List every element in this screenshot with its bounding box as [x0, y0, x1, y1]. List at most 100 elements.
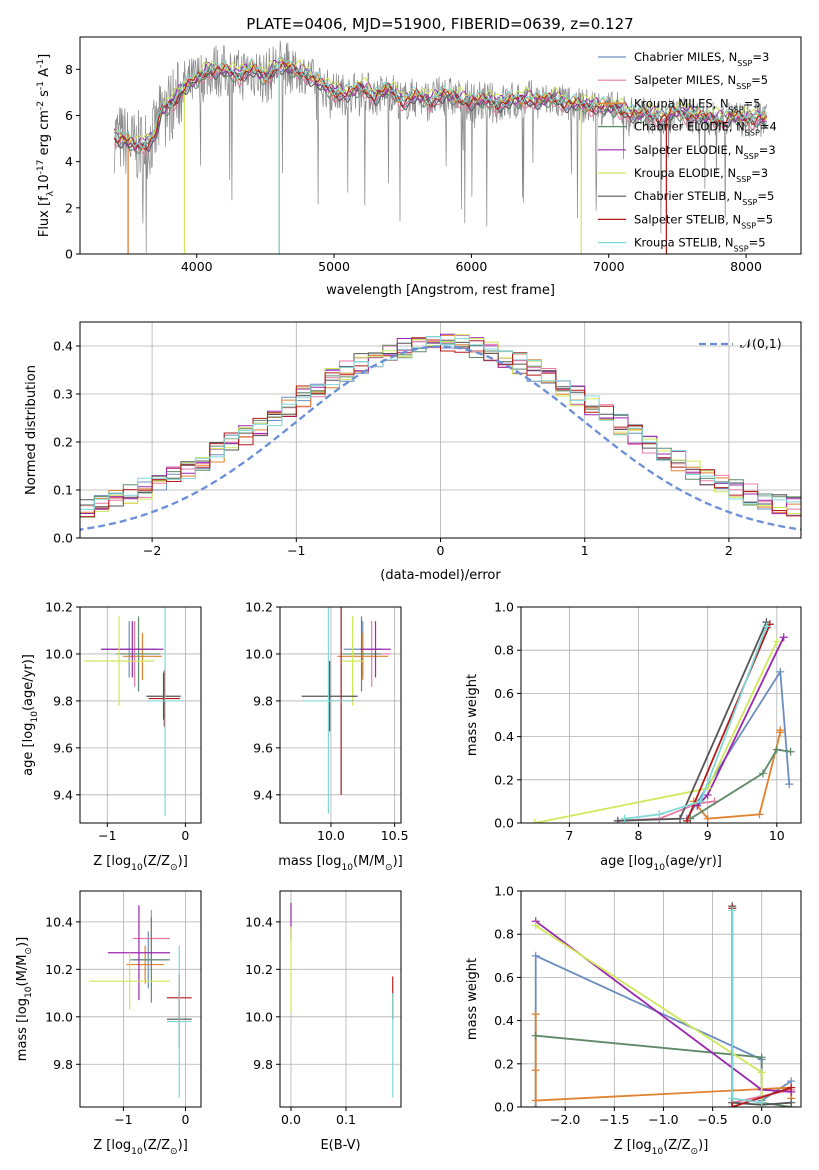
- x-tick-label: 0.0: [752, 1112, 772, 1127]
- x-tick-label: 0.0: [281, 1112, 301, 1127]
- weight-marker: [785, 780, 794, 789]
- axes-mass-age: 10.0 10.5 9.4 9.6 9.8 10.0 10.2 mass [log10(M/M…: [245, 600, 409, 874]
- y-tick-label: 0.0: [494, 1100, 514, 1115]
- plot-area: [89, 905, 192, 1098]
- errorbar-krou_stelib: [166, 945, 192, 1098]
- x-tick-label: 0.1: [336, 1112, 356, 1127]
- y-tick-label: 0.6: [494, 686, 514, 701]
- x-tick-label: 10.0: [317, 828, 345, 843]
- spectrum-legend: Chabrier MILES, NSSP=3 Salpeter MILES, NS…: [598, 50, 777, 253]
- y-tick-label: 0: [65, 247, 73, 262]
- axes-frame: [279, 606, 402, 824]
- x-tick-label: 0: [182, 1112, 190, 1127]
- y-tick-label: 1.0: [494, 884, 514, 899]
- y-tick-label: 10.0: [245, 646, 273, 661]
- axes-frame: [79, 36, 802, 255]
- model-spectrum-krou_stelib: [113, 55, 768, 149]
- legend-entry: Salpeter MILES, NSSP=5: [634, 73, 768, 91]
- x-tick-label: 10.5: [381, 828, 409, 843]
- x-tick-label: −1: [287, 543, 305, 558]
- weight-line-krou_elodie: [534, 641, 778, 823]
- model-spectrum-salp_stelib: [113, 61, 768, 151]
- y-tick-label: 0.0: [494, 816, 514, 831]
- y-tick-label: 9.8: [53, 693, 73, 708]
- x-tick-label: 1: [581, 543, 589, 558]
- y-tick-label: 10.0: [45, 646, 73, 661]
- weight-marker: [696, 797, 705, 806]
- legend-entry: Salpeter STELIB, NSSP=5: [634, 212, 773, 230]
- legend-entry: Kroupa ELODIE, NSSP=3: [634, 166, 768, 184]
- weight-marker: [772, 745, 781, 754]
- weight-marker: [755, 810, 764, 819]
- x-tick-label: 0: [437, 543, 445, 558]
- x-tick-label: 6000: [455, 259, 487, 274]
- weight-marker: [531, 1066, 540, 1075]
- axes-age-weight: 7 8 9 10 0.0 0.2 0.4 0.6 0.8 1.0 age [log10(age/yr…: [465, 600, 802, 873]
- plot-area: [113, 40, 768, 254]
- y-tick-label: 0.4: [494, 729, 514, 744]
- axes-hist: −2 −1 0 1 2 0.0 0.1 0.2 0.3 0.4 (data-model)/error…: [24, 321, 802, 583]
- x-tick-label: 0: [181, 828, 189, 843]
- x-tick-label: 8000: [730, 259, 762, 274]
- axes-spec: 4000 5000 6000 7000 8000 0 2 4 6 8 wavelength [Ang…: [36, 36, 802, 298]
- y-tick-label: 0.4: [494, 1013, 514, 1028]
- x-tick-label: −0.5: [697, 1112, 727, 1127]
- weight-marker: [787, 1083, 796, 1092]
- errorbar-salp_elodie: [360, 621, 391, 678]
- axes-frame: [79, 890, 202, 1108]
- y-tick-label: 0.3: [53, 387, 73, 402]
- errorbar-krou_miles: [122, 632, 162, 680]
- x-tick-label: 7: [565, 828, 573, 843]
- x-tick-label: 7000: [593, 259, 625, 274]
- legend-entry: Salpeter ELODIE, NSSP=3: [634, 143, 776, 161]
- weight-line-chab_elodie: [689, 748, 791, 820]
- weight-marker: [531, 951, 540, 960]
- weight-marker: [613, 816, 622, 823]
- y-tick-label: 0.1: [53, 483, 73, 498]
- model-spectrum-chab_stelib: [114, 66, 767, 153]
- y-axis-label: mass weight: [465, 958, 480, 1040]
- errorbar-krou_elodie: [89, 952, 170, 1010]
- model-spectrum-salp_elodie: [113, 59, 767, 151]
- y-tick-label: 10.0: [245, 1009, 273, 1024]
- weight-marker: [531, 1096, 540, 1105]
- x-axis-label: wavelength [Angstrom, rest frame]: [326, 283, 555, 298]
- x-axis-label: Z [log10(Z/Z⊙)]: [93, 1138, 188, 1157]
- weight-marker: [757, 1053, 766, 1062]
- weight-marker: [728, 1094, 737, 1103]
- y-tick-label: 9.4: [53, 787, 73, 802]
- weight-marker: [762, 622, 771, 631]
- weight-marker: [772, 637, 781, 646]
- weight-marker: [758, 769, 767, 778]
- weight-marker: [703, 814, 712, 823]
- axes-z-age: −1 0 9.4 9.6 9.8 10.0 10.2 Z [log10(Z/Z⊙)] age […: [21, 600, 202, 873]
- y-tick-label: 0.4: [53, 339, 73, 354]
- x-axis-label: (data-model)/error: [380, 568, 501, 583]
- weight-marker: [776, 667, 785, 676]
- legend-entry: Chabrier MILES, NSSP=3: [634, 50, 769, 68]
- x-tick-label: 5000: [318, 259, 350, 274]
- y-tick-label: 9.8: [253, 1057, 273, 1072]
- hist-series-krou_stelib: [80, 336, 801, 522]
- weight-marker: [786, 747, 795, 756]
- weight-marker: [779, 633, 788, 642]
- y-tick-label: 10.2: [45, 600, 73, 615]
- axes-z-mass: −1 0 9.8 10.0 10.2 10.4 Z [log10(Z/Z⊙)] mass [l…: [15, 890, 202, 1157]
- weight-line-krou_elodie: [535, 924, 763, 1107]
- x-tick-label: 2: [725, 543, 733, 558]
- weight-line-salp_stelib: [686, 623, 771, 822]
- errorbar-chab_elodie: [132, 917, 170, 1003]
- errorbar-chab_stelib: [301, 661, 358, 732]
- y-axis-label: age [log10(age/yr)]: [21, 654, 40, 776]
- legend-entry: Kroupa MILES, NSSP=5: [634, 96, 761, 114]
- weight-marker: [682, 816, 691, 823]
- plot-area: [531, 902, 796, 1107]
- plot-area: [83, 607, 183, 816]
- y-tick-label: 1.0: [494, 600, 514, 615]
- errorbar-salp_stelib: [148, 670, 180, 727]
- errorbar-chab_elodie: [342, 616, 381, 692]
- weight-marker: [620, 814, 629, 823]
- weight-line-krou_stelib: [731, 910, 762, 1104]
- y-tick-label: 10.2: [45, 962, 73, 977]
